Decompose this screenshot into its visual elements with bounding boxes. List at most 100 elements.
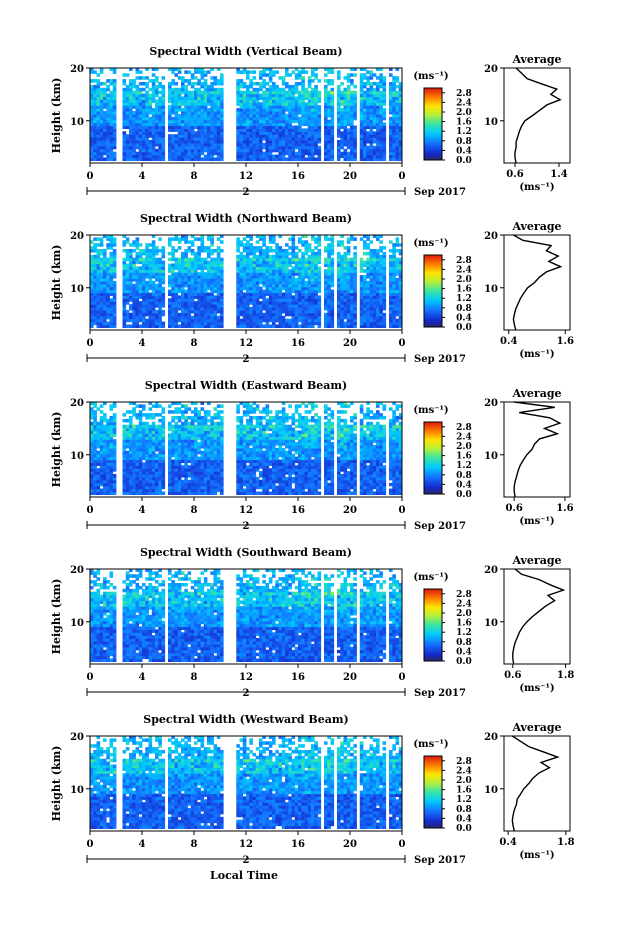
heatmap-cell: [268, 309, 273, 314]
heatmap-cell: [112, 102, 117, 106]
heatmap-cell: [246, 251, 250, 256]
heatmap-cell: [382, 131, 387, 135]
heatmap-cell: [96, 108, 101, 112]
heatmap-cell: [363, 309, 367, 314]
heatmap-cell: [90, 410, 94, 414]
heatmap-cell: [301, 315, 305, 320]
heatmap-cell: [145, 108, 149, 112]
heatmap-cell: [281, 113, 286, 118]
heatmap-cell: [246, 280, 250, 285]
heatmap-cell: [194, 93, 198, 98]
heatmap-cell: [268, 134, 273, 138]
heatmap-cell: [389, 134, 393, 138]
heatmap-cell: [359, 111, 364, 115]
heatmap-cell: [177, 275, 182, 279]
heatmap-cell: [207, 237, 211, 241]
heatmap-cell: [190, 280, 195, 285]
heatmap-cell: [337, 99, 341, 103]
heatmap-cell: [255, 111, 260, 115]
heatmap-cell: [148, 292, 153, 296]
heatmap-cell: [327, 301, 331, 305]
heatmap-cell: [343, 315, 348, 320]
heatmap-cell: [285, 131, 289, 135]
heatmap-cell: [246, 119, 250, 124]
heatmap-cell: [281, 111, 286, 115]
heatmap-cell: [281, 292, 286, 296]
heatmap-cell: [327, 295, 331, 299]
heatmap-cell: [311, 249, 315, 253]
colorbar-segment: [424, 156, 442, 159]
heatmap-cell: [242, 154, 247, 159]
heatmap-cell: [171, 90, 175, 95]
heatmap-cell: [379, 79, 383, 83]
heatmap-cell: [148, 301, 153, 305]
heatmap-cell: [184, 260, 188, 265]
heatmap-cell: [135, 90, 140, 95]
heatmap-cell: [109, 99, 114, 103]
heatmap-cell: [122, 249, 127, 253]
heatmap-cell: [236, 269, 240, 273]
heatmap-cell: [155, 289, 159, 294]
heatmap-cell: [317, 278, 322, 282]
heatmap-cell: [96, 286, 101, 291]
heatmap-cell: [125, 99, 130, 103]
heatmap-cell: [272, 254, 276, 259]
heatmap-cell: [168, 122, 172, 127]
heatmap-cell: [317, 234, 322, 238]
heatmap-cell: [317, 269, 322, 273]
heatmap-cell: [239, 96, 244, 100]
heatmap-cell: [259, 157, 263, 161]
heatmap-cell: [174, 301, 179, 305]
heatmap-cell: [210, 82, 214, 86]
heatmap-cell: [125, 108, 130, 112]
heatmap-cell: [268, 67, 273, 71]
heatmap-cell: [207, 254, 211, 259]
heatmap-cell: [90, 240, 94, 244]
heatmap-cell: [168, 275, 172, 279]
heatmap-cell: [90, 67, 94, 71]
heatmap-cell: [278, 260, 283, 265]
heatmap-cell: [151, 93, 156, 98]
heatmap-cell: [210, 125, 214, 129]
heatmap-cell: [369, 307, 374, 311]
heatmap-cell: [138, 280, 143, 285]
heatmap-cell: [359, 122, 364, 127]
heatmap-cell: [155, 295, 159, 299]
heatmap-cell: [216, 309, 221, 314]
heatmap-cell: [359, 76, 364, 80]
heatmap-cell: [112, 84, 117, 89]
colorbar-segment: [424, 149, 442, 152]
heatmap-cell: [109, 116, 114, 121]
heatmap-cell: [265, 90, 270, 95]
heatmap-cell: [96, 154, 101, 159]
heatmap-cell: [275, 289, 279, 294]
heatmap-cell: [112, 154, 117, 159]
heatmap-cell: [395, 278, 400, 282]
colorbar-segment: [424, 97, 442, 100]
heatmap-cell: [220, 142, 224, 147]
heatmap-cell: [106, 315, 110, 320]
heatmap-cell: [291, 260, 296, 265]
heatmap-cell: [376, 137, 380, 141]
heatmap-cell: [294, 145, 299, 150]
heatmap-cell: [96, 488, 101, 493]
heatmap-cell: [181, 76, 185, 80]
heatmap-cell: [135, 87, 140, 92]
heatmap-cell: [350, 157, 354, 161]
heatmap-cell: [298, 263, 302, 267]
heatmap-cell: [90, 84, 94, 89]
heatmap-cell: [398, 243, 403, 247]
heatmap-cell: [220, 280, 224, 285]
heatmap-cell: [307, 292, 312, 296]
heatmap-cell: [200, 151, 205, 156]
heatmap-cell: [369, 154, 374, 159]
heatmap-cell: [194, 269, 198, 273]
heatmap-cell: [155, 298, 159, 302]
heatmap-cell: [93, 491, 97, 495]
heatmap-cell: [168, 280, 172, 285]
heatmap-cell: [324, 73, 328, 77]
heatmap-cell: [369, 251, 374, 256]
colorbar-tick-label: 0.4: [456, 313, 472, 323]
heatmap-cell: [210, 113, 214, 118]
heatmap-cell: [135, 307, 140, 311]
